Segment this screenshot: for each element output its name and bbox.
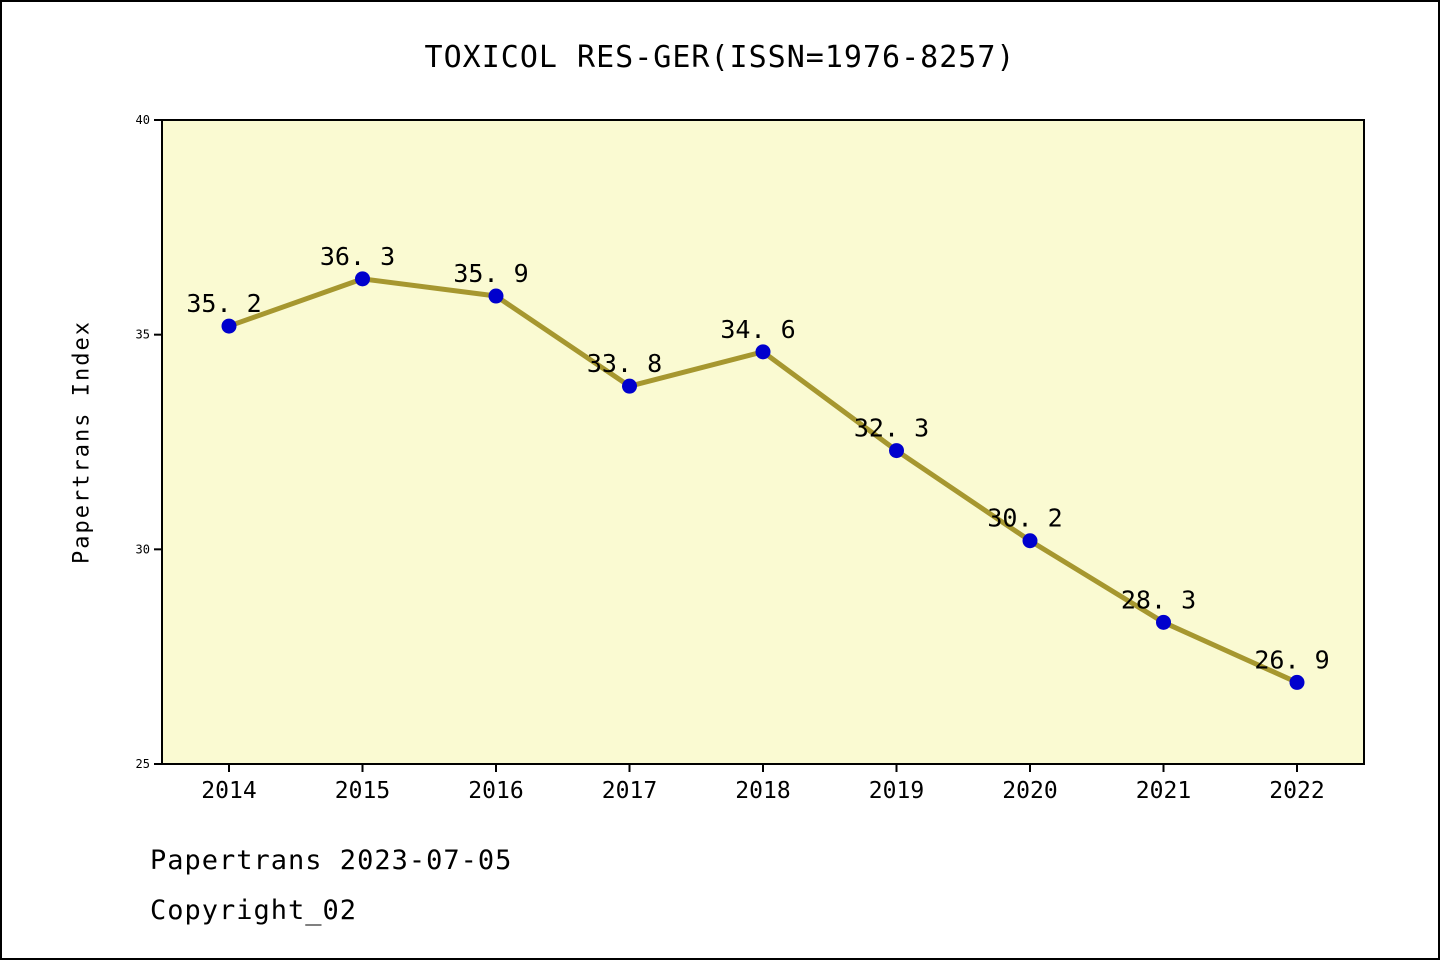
- data-point-label: 34. 6: [720, 315, 795, 344]
- data-point-marker: [622, 378, 637, 394]
- footer-copyright: Copyright_02: [150, 895, 358, 926]
- footer: Papertrans 2023-07-05 Copyright_02: [150, 836, 512, 936]
- y-tick-label: 40: [136, 113, 150, 127]
- data-point-marker: [221, 318, 237, 334]
- chart-title: TOXICOL RES-GER(ISSN=1976-8257): [424, 40, 1016, 75]
- data-point-marker: [1156, 614, 1171, 630]
- data-point-label: 28. 3: [1121, 585, 1196, 614]
- data-point-label: 36. 3: [320, 242, 395, 271]
- data-point-marker: [889, 443, 904, 459]
- x-tick-label: 2019: [869, 778, 924, 804]
- data-point-label: 32. 3: [854, 414, 929, 443]
- data-point-label: 35. 2: [186, 289, 261, 318]
- x-tick-label: 2016: [468, 778, 523, 804]
- data-point-label: 30. 2: [987, 504, 1062, 533]
- data-point-label: 35. 9: [453, 259, 528, 288]
- data-point-marker: [755, 344, 771, 360]
- data-point-marker: [355, 271, 370, 287]
- y-tick-label: 35: [136, 328, 150, 342]
- x-tick-label: 2021: [1136, 778, 1191, 804]
- x-tick-label: 2020: [1002, 778, 1057, 804]
- x-tick-label: 2017: [602, 778, 657, 804]
- y-tick-label: 30: [136, 542, 150, 556]
- data-point-marker: [1289, 674, 1305, 690]
- footer-date: Papertrans 2023-07-05: [150, 845, 513, 876]
- plot-area: [161, 119, 1365, 765]
- data-point-marker: [1022, 533, 1038, 549]
- data-point-label: 33. 8: [587, 349, 662, 378]
- x-tick-label: 2015: [335, 778, 390, 804]
- data-point-marker: [488, 288, 504, 304]
- y-tick-label: 25: [136, 757, 150, 771]
- x-tick-label: 2018: [735, 778, 790, 804]
- data-point-label: 26. 9: [1254, 645, 1329, 674]
- x-tick-label: 2014: [201, 778, 256, 804]
- x-tick-label: 2022: [1269, 778, 1324, 804]
